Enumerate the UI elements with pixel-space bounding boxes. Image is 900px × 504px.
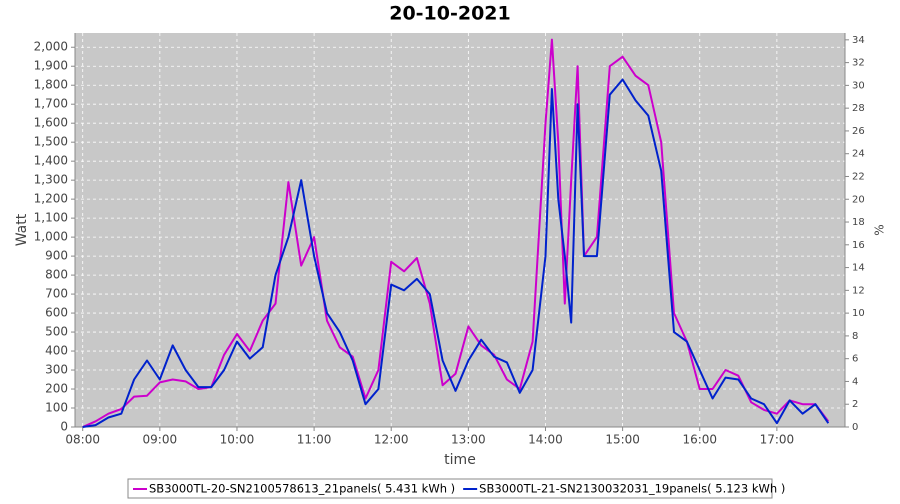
y-tick-label: 500 — [45, 325, 68, 339]
x-tick-label: 10:00 — [220, 433, 255, 447]
y2-tick-label: 16 — [852, 240, 865, 251]
y2-tick-label: 10 — [852, 308, 865, 319]
y-tick-label: 600 — [45, 306, 68, 320]
y2-tick-label: 4 — [852, 376, 858, 387]
y-axis-label: Watt — [14, 213, 30, 246]
x-tick-label: 15:00 — [605, 433, 640, 447]
y2-tick-label: 20 — [852, 194, 865, 205]
y2-tick-label: 30 — [852, 80, 865, 91]
y-tick-label: 1,000 — [34, 230, 68, 244]
y2-tick-label: 0 — [852, 422, 858, 433]
y2-axis-label: % — [873, 224, 887, 235]
y2-tick-label: 24 — [852, 149, 865, 160]
series-line — [82, 78, 830, 428]
y-tick-label: 400 — [45, 344, 68, 358]
x-tick-label: 17:00 — [760, 433, 795, 447]
y2-tick-label: 14 — [852, 263, 865, 274]
y2-tick-label: 28 — [852, 103, 865, 114]
x-tick-label: 13:00 — [451, 433, 486, 447]
y2-tick-label: 26 — [852, 126, 865, 137]
y2-tick-label: 34 — [852, 35, 865, 46]
y-tick-label: 900 — [45, 249, 68, 263]
y-tick-label: 1,800 — [34, 78, 68, 92]
y-tick-label: 1,500 — [34, 135, 68, 149]
chart-title: 20-10-2021 — [389, 3, 511, 25]
y-tick-label: 1,400 — [34, 154, 68, 168]
y-tick-label: 700 — [45, 287, 68, 301]
y-tick-label: 200 — [45, 382, 68, 396]
y-tick-label: 1,300 — [34, 173, 68, 187]
x-tick-label: 12:00 — [374, 433, 409, 447]
series-line — [82, 38, 830, 428]
x-tick-label: 14:00 — [528, 433, 563, 447]
legend — [127, 478, 773, 499]
x-tick-label: 16:00 — [682, 433, 717, 447]
y2-tick-label: 8 — [852, 331, 858, 342]
y-tick-label: 100 — [45, 401, 68, 415]
y-tick-label: 0 — [60, 420, 68, 434]
y2-tick-label: 22 — [852, 171, 865, 182]
y-tick-label: 2,000 — [34, 40, 68, 54]
x-tick-label: 09:00 — [143, 433, 178, 447]
y-tick-label: 1,200 — [34, 192, 68, 206]
y-tick-label: 1,600 — [34, 116, 68, 130]
y-tick-label: 300 — [45, 363, 68, 377]
y2-tick-label: 12 — [852, 285, 865, 296]
y-tick-label: 1,100 — [34, 211, 68, 225]
y-tick-label: 800 — [45, 268, 68, 282]
x-axis-label: time — [444, 452, 476, 468]
x-tick-label: 11:00 — [297, 433, 332, 447]
y-tick-label: 1,700 — [34, 97, 68, 111]
plot-area — [75, 33, 845, 427]
legend-label: SB3000TL-21-SN2130032031_19panels( 5.123… — [479, 482, 785, 496]
y2-tick-label: 32 — [852, 58, 865, 69]
y-tick-label: 1,900 — [34, 59, 68, 73]
legend-label: SB3000TL-20-SN2100578613_21panels( 5.431… — [149, 482, 455, 496]
y2-tick-label: 2 — [852, 399, 858, 410]
y2-tick-label: 6 — [852, 354, 858, 365]
x-tick-label: 08:00 — [65, 433, 100, 447]
y2-tick-label: 18 — [852, 217, 865, 228]
